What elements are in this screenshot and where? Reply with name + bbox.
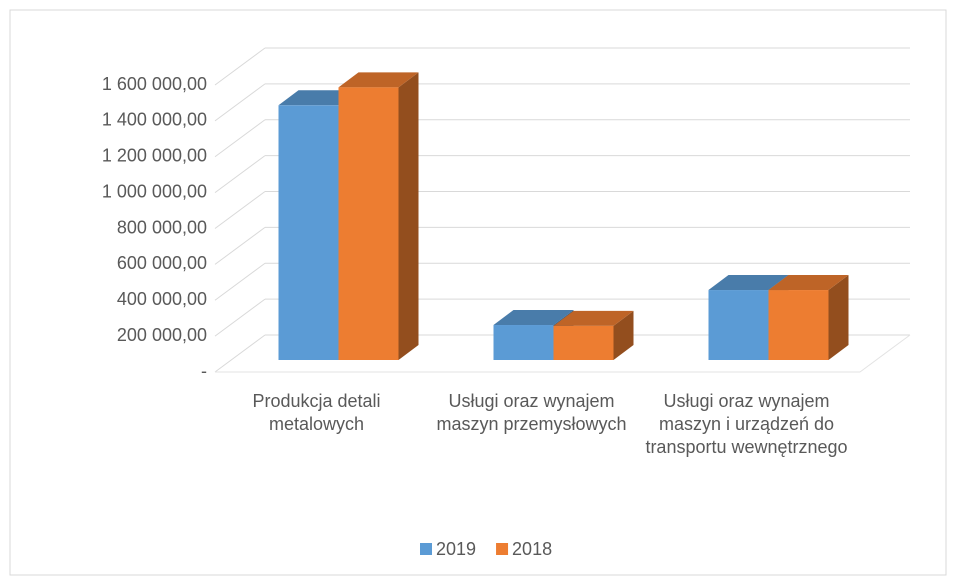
bar-front [278, 105, 339, 360]
y-tick-label: 1 200 000,00 [102, 146, 207, 166]
legend-swatch [496, 543, 509, 555]
x-tick-label: Usługi oraz wynajem maszyn i urządzeń do… [645, 391, 848, 457]
bar [768, 275, 849, 360]
bar [553, 310, 634, 360]
legend-label: 2018 [512, 539, 552, 559]
bar-side [613, 310, 634, 360]
bar-side [398, 72, 419, 360]
y-tick-label: 1 000 000,00 [102, 181, 207, 201]
bar-top [493, 310, 574, 326]
bar-top [338, 72, 419, 88]
bar-top [553, 310, 634, 326]
bar-front [708, 290, 769, 360]
bar-top [768, 275, 849, 291]
bar-front [493, 325, 554, 360]
x-tick-label: Usługi oraz wynajem maszyn przemysłowych [436, 391, 627, 434]
bar-front [553, 325, 614, 360]
bar-front [338, 87, 399, 360]
grid-line-side [214, 191, 266, 229]
y-tick-label: 1 600 000,00 [102, 74, 207, 94]
grid-line-side [214, 226, 266, 265]
y-tick-label: 400 000,00 [117, 289, 207, 309]
bar-top [708, 275, 789, 291]
legend-label: 2019 [436, 539, 476, 559]
grid-line-side [214, 47, 266, 86]
grid-line-side [214, 298, 266, 337]
y-tick-label: 800 000,00 [117, 217, 207, 237]
y-tick-label: 600 000,00 [117, 253, 207, 273]
x-tick-label: Produkcja detali metalowych [252, 391, 381, 434]
bar [708, 275, 789, 360]
bar-side [828, 275, 849, 360]
y-tick-label: - [201, 361, 207, 381]
legend-swatch [420, 543, 432, 555]
y-tick-label: 200 000,00 [117, 325, 207, 345]
y-tick-label: 1 400 000,00 [102, 110, 207, 130]
bar [338, 72, 419, 360]
floor-edge [859, 334, 911, 373]
grid-line-side [214, 119, 266, 158]
grid-line-side [214, 334, 266, 373]
bar-front [768, 290, 829, 360]
grid-line-side [214, 83, 266, 122]
grid-line-side [214, 155, 266, 194]
grid-line-side [214, 262, 266, 301]
